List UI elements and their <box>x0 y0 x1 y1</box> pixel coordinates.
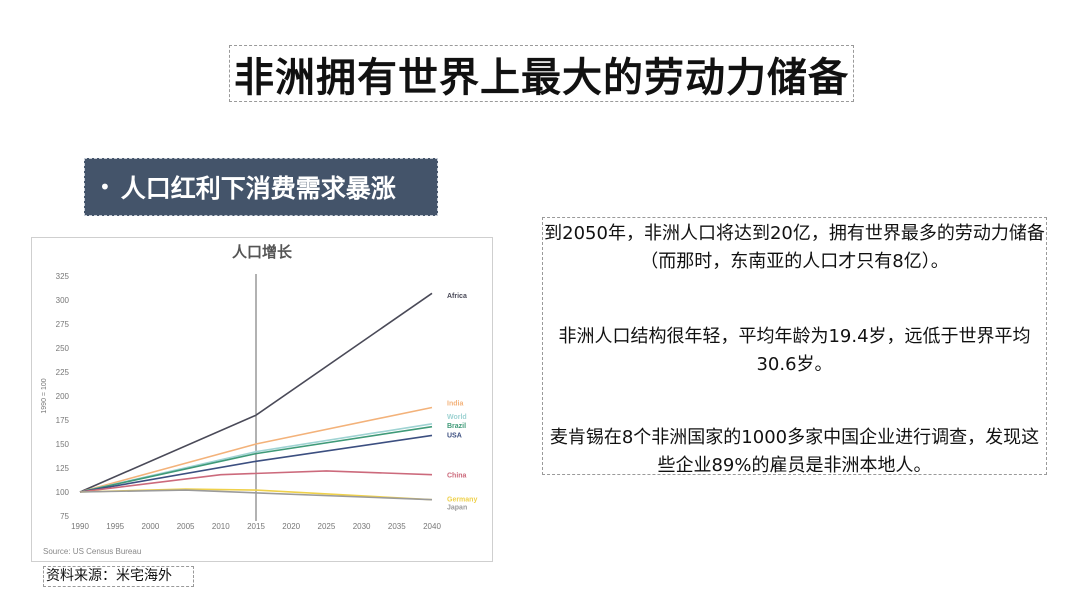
series-line <box>79 470 433 493</box>
x-tick-label: 2000 <box>142 522 160 531</box>
paragraph-age-structure: 非洲人口结构很年轻，平均年龄为19.4岁，远低于世界平均30.6岁。 <box>558 326 1031 375</box>
series-label: World <box>447 414 467 421</box>
series-line <box>79 292 433 493</box>
series-line <box>79 425 433 493</box>
y-tick-label: 225 <box>56 368 70 377</box>
chart-title: 人口增长 <box>232 243 293 261</box>
x-tick-label: 2030 <box>353 522 371 531</box>
x-tick-label: 2035 <box>388 522 406 531</box>
y-tick-label: 125 <box>56 464 70 473</box>
x-tick-label: 2020 <box>282 522 300 531</box>
text-panel: 到2050年，非洲人口将达到20亿，拥有世界最多的劳动力储备（而那时，东南亚的人… <box>542 217 1047 476</box>
y-tick-label: 275 <box>56 320 70 329</box>
population-chart: 人口增长 75 100 125 150 175 200 225 250 275 300 325 1990… <box>31 237 493 562</box>
series-label: Germany <box>447 497 477 504</box>
subtitle-text: 人口红利下消费需求暴涨 <box>120 174 396 203</box>
y-tick-label: 100 <box>56 488 70 497</box>
slide-title: 非洲拥有世界上最大的劳动力储备 <box>234 54 849 101</box>
x-tick-label: 1990 <box>71 522 89 531</box>
series-line <box>79 406 433 493</box>
series-line <box>79 434 433 493</box>
series-line <box>79 489 433 501</box>
source-note: 资料来源：米宅海外 <box>43 566 194 587</box>
paragraph-mckinsey-survey: 麦肯锡在8个非洲国家的1000多家中国企业进行调查，发现这些企业89%的雇员是非… <box>549 427 1040 476</box>
y-tick-label: 250 <box>56 344 70 353</box>
chart-svg: 人口增长 75 100 125 150 175 200 225 250 275 300 325 1990… <box>41 243 477 556</box>
paragraph-africa-population: 到2050年，非洲人口将达到20亿，拥有世界最多的劳动力储备（而那时，东南亚的人… <box>544 223 1045 272</box>
chart-source: Source: US Census Bureau <box>43 547 141 556</box>
x-tick-label: 2040 <box>423 522 441 531</box>
x-tick-label: 2005 <box>177 522 195 531</box>
bullet-icon: • <box>99 175 111 199</box>
y-tick-label: 300 <box>56 296 70 305</box>
y-tick-label: 175 <box>56 416 70 425</box>
x-tick-label: 2015 <box>247 522 265 531</box>
series-label: USA <box>447 432 462 439</box>
y-tick-label: 325 <box>56 272 70 281</box>
x-tick-label: 1995 <box>106 522 124 531</box>
y-axis-label: 1990 = 100 <box>41 378 48 413</box>
series-label: India <box>447 401 463 408</box>
series-label: Brazil <box>447 423 466 430</box>
series-label: Japan <box>447 504 467 511</box>
subtitle-banner: • 人口红利下消费需求暴涨 <box>84 158 438 216</box>
y-tick-label: 75 <box>60 512 69 521</box>
y-tick-label: 200 <box>56 392 70 401</box>
title-box: 非洲拥有世界上最大的劳动力储备 <box>229 45 854 102</box>
x-tick-label: 2025 <box>318 522 336 531</box>
series-label: China <box>447 473 467 480</box>
x-tick-label: 2010 <box>212 522 230 531</box>
y-tick-label: 150 <box>56 440 70 449</box>
series-label: Africa <box>447 293 467 300</box>
